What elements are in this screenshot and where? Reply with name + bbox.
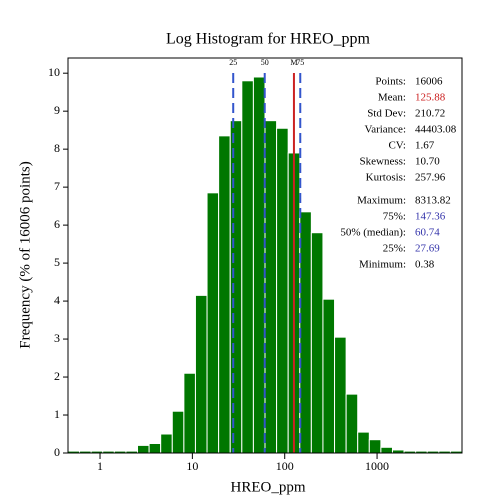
y-tick-label: 9 (54, 103, 60, 117)
y-tick-label: 4 (54, 293, 60, 307)
y-axis-label: Frequency (% of 16006 points) (17, 161, 33, 348)
bar (183, 372, 196, 454)
stat-label: 50% (median): (340, 227, 406, 239)
bar (229, 120, 243, 454)
bar (171, 410, 185, 454)
bar (345, 393, 359, 454)
bar (334, 336, 347, 454)
stat-label: Minimum: (359, 259, 406, 271)
bar (276, 127, 289, 454)
x-tick-label: 1 (97, 459, 103, 473)
stat-label: Points: (375, 76, 406, 88)
marker-label: 50 (261, 58, 269, 67)
y-tick-label: 5 (54, 255, 60, 269)
bar (241, 80, 254, 454)
stat-value: 210.72 (415, 108, 445, 120)
stat-value: 125.88 (415, 92, 446, 104)
stat-value: 0.38 (415, 259, 435, 271)
stat-value: 16006 (415, 76, 443, 88)
stat-label: 75%: (383, 211, 406, 223)
marker-label: M (290, 58, 297, 67)
bar (322, 298, 336, 454)
stat-label: 25%: (383, 243, 406, 255)
y-tick-label: 8 (54, 141, 60, 155)
bar (148, 443, 162, 454)
bar (380, 446, 393, 454)
stat-label: Kurtosis: (366, 172, 406, 184)
x-tick-label: 100 (276, 459, 294, 473)
bar (160, 433, 173, 454)
x-tick-label: 1000 (365, 459, 389, 473)
stat-value: 1.67 (415, 140, 435, 152)
plot-frame (67, 57, 463, 454)
stat-value: 60.74 (415, 227, 440, 239)
marker-label: 25 (229, 58, 237, 67)
y-tick-label: 6 (54, 217, 60, 231)
y-tick-label: 3 (54, 331, 60, 345)
bar (252, 76, 266, 454)
stat-label: Std Dev: (367, 108, 406, 120)
bar (357, 431, 370, 454)
y-tick-label: 7 (54, 179, 60, 193)
stat-value: 8313.82 (415, 195, 451, 207)
stat-label: Maximum: (357, 195, 406, 207)
bar (218, 135, 231, 454)
bar (310, 232, 324, 454)
stat-label: Skewness: (360, 156, 406, 168)
bar (264, 120, 278, 454)
y-tick-label: 0 (54, 445, 60, 459)
stat-value: 147.36 (415, 211, 446, 223)
bar (368, 439, 382, 454)
y-tick-label: 2 (54, 369, 60, 383)
bar (137, 444, 150, 454)
marker-label: 75 (296, 58, 304, 67)
stat-value: 27.69 (415, 243, 440, 255)
bar (206, 192, 220, 454)
stat-value: 257.96 (415, 172, 446, 184)
stat-label: CV: (388, 140, 406, 152)
stat-label: Mean: (378, 92, 406, 104)
stat-value: 44403.08 (415, 124, 457, 136)
y-tick-label: 10 (48, 65, 60, 79)
x-tick-label: 10 (186, 459, 198, 473)
bar (194, 294, 208, 454)
y-tick-label: 1 (54, 407, 60, 421)
x-axis-label: HREO_ppm (231, 479, 306, 495)
bar (299, 211, 312, 454)
stat-label: Variance: (364, 124, 406, 136)
stat-value: 10.70 (415, 156, 440, 168)
chart-title: Log Histogram for HREO_ppm (166, 31, 371, 48)
